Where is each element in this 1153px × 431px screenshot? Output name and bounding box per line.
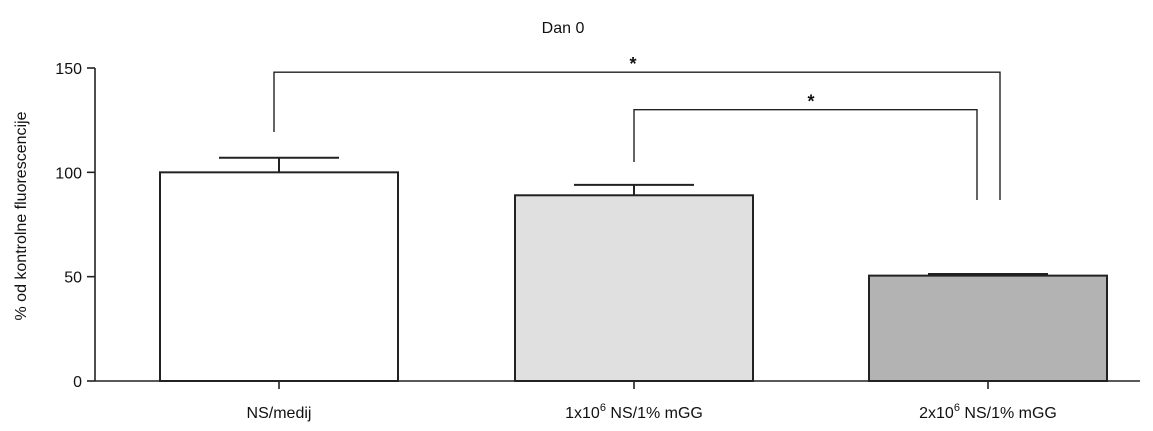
y-tick-label: 150 xyxy=(55,61,82,78)
y-tick-label: 50 xyxy=(64,270,82,287)
y-axis-label: % od kontrolne fluorescencije xyxy=(13,111,30,320)
bar xyxy=(514,194,754,382)
significance-label: * xyxy=(807,92,814,112)
bar xyxy=(868,274,1108,382)
x-tick-label: NS/medij xyxy=(247,405,312,422)
x-tick-label: 2x106 NS/1% mGG xyxy=(919,402,1057,422)
y-tick-label: 0 xyxy=(73,374,82,391)
chart-title: Dan 0 xyxy=(542,20,585,37)
x-tick-label: 1x106 NS/1% mGG xyxy=(565,402,703,422)
bar xyxy=(159,171,399,382)
y-tick-label: 100 xyxy=(55,165,82,182)
significance-bracket xyxy=(273,71,1001,200)
significance-label: * xyxy=(629,54,636,74)
significance-bracket xyxy=(633,109,978,200)
